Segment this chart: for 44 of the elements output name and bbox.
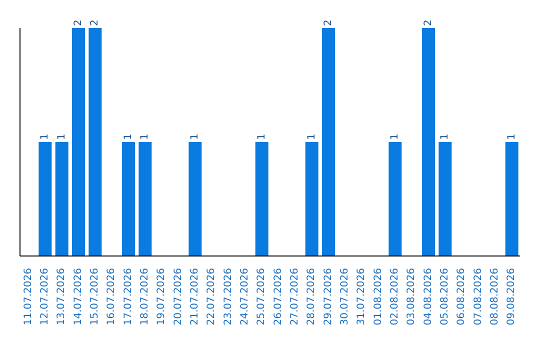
data-label: 1 (123, 134, 134, 140)
data-label: 2 (90, 20, 101, 26)
x-tick-label: 20.07.2026 (172, 268, 184, 326)
data-label: 1 (190, 134, 201, 140)
data-label: 2 (73, 20, 84, 26)
x-tick-label: 31.07.2026 (356, 268, 368, 326)
data-label: 2 (423, 20, 434, 26)
x-tick-label: 27.07.2026 (290, 268, 300, 326)
x-tick-label: 05.08.2026 (440, 268, 450, 326)
data-label: 1 (506, 134, 518, 140)
x-tick-label: 09.08.2026 (506, 268, 518, 326)
x-tick-label: 12.07.2026 (40, 268, 50, 326)
data-label: 1 (40, 134, 51, 140)
x-tick-label: 08.08.2026 (490, 268, 500, 326)
data-label: 1 (56, 134, 68, 140)
x-tick-label: 11.07.2026 (22, 268, 34, 326)
x-tick-label: 06.08.2026 (456, 268, 468, 326)
x-tick-label: 23.07.2026 (222, 268, 234, 326)
x-tick-label: 25.07.2026 (256, 268, 268, 326)
x-tick-label: 02.08.2026 (390, 268, 400, 326)
x-tick-label: 18.07.2026 (140, 268, 150, 326)
data-label: 1 (306, 134, 318, 140)
x-tick-label: 15.07.2026 (90, 268, 100, 326)
x-tick-label: 04.08.2026 (422, 268, 434, 326)
x-tick-label: 17.07.2026 (122, 268, 134, 326)
x-tick-label: 19.07.2026 (156, 268, 168, 326)
data-label: 2 (323, 20, 334, 26)
data-label: 1 (140, 134, 151, 140)
x-tick-label: 22.07.2026 (206, 268, 218, 326)
x-tick-label: 30.07.2026 (340, 268, 350, 326)
x-tick-label: 26.07.2026 (272, 268, 284, 326)
data-label: 1 (440, 134, 451, 140)
x-tick-label: 03.08.2026 (406, 268, 418, 326)
data-label: 1 (390, 134, 401, 140)
x-tick-label: 14.07.2026 (72, 268, 84, 326)
x-tick-label: 28.07.2026 (306, 268, 318, 326)
x-tick-label: 07.08.2026 (472, 268, 484, 326)
x-tick-label: 29.07.2026 (322, 268, 334, 326)
x-tick-label: 16.07.2026 (106, 268, 118, 326)
x-tick-label: 13.07.2026 (56, 268, 68, 326)
x-tick-label: 01.08.2026 (372, 268, 384, 326)
x-tick-label: 24.07.2026 (240, 268, 250, 326)
data-label: 1 (256, 134, 268, 140)
x-tick-label: 21.07.2026 (190, 268, 200, 326)
